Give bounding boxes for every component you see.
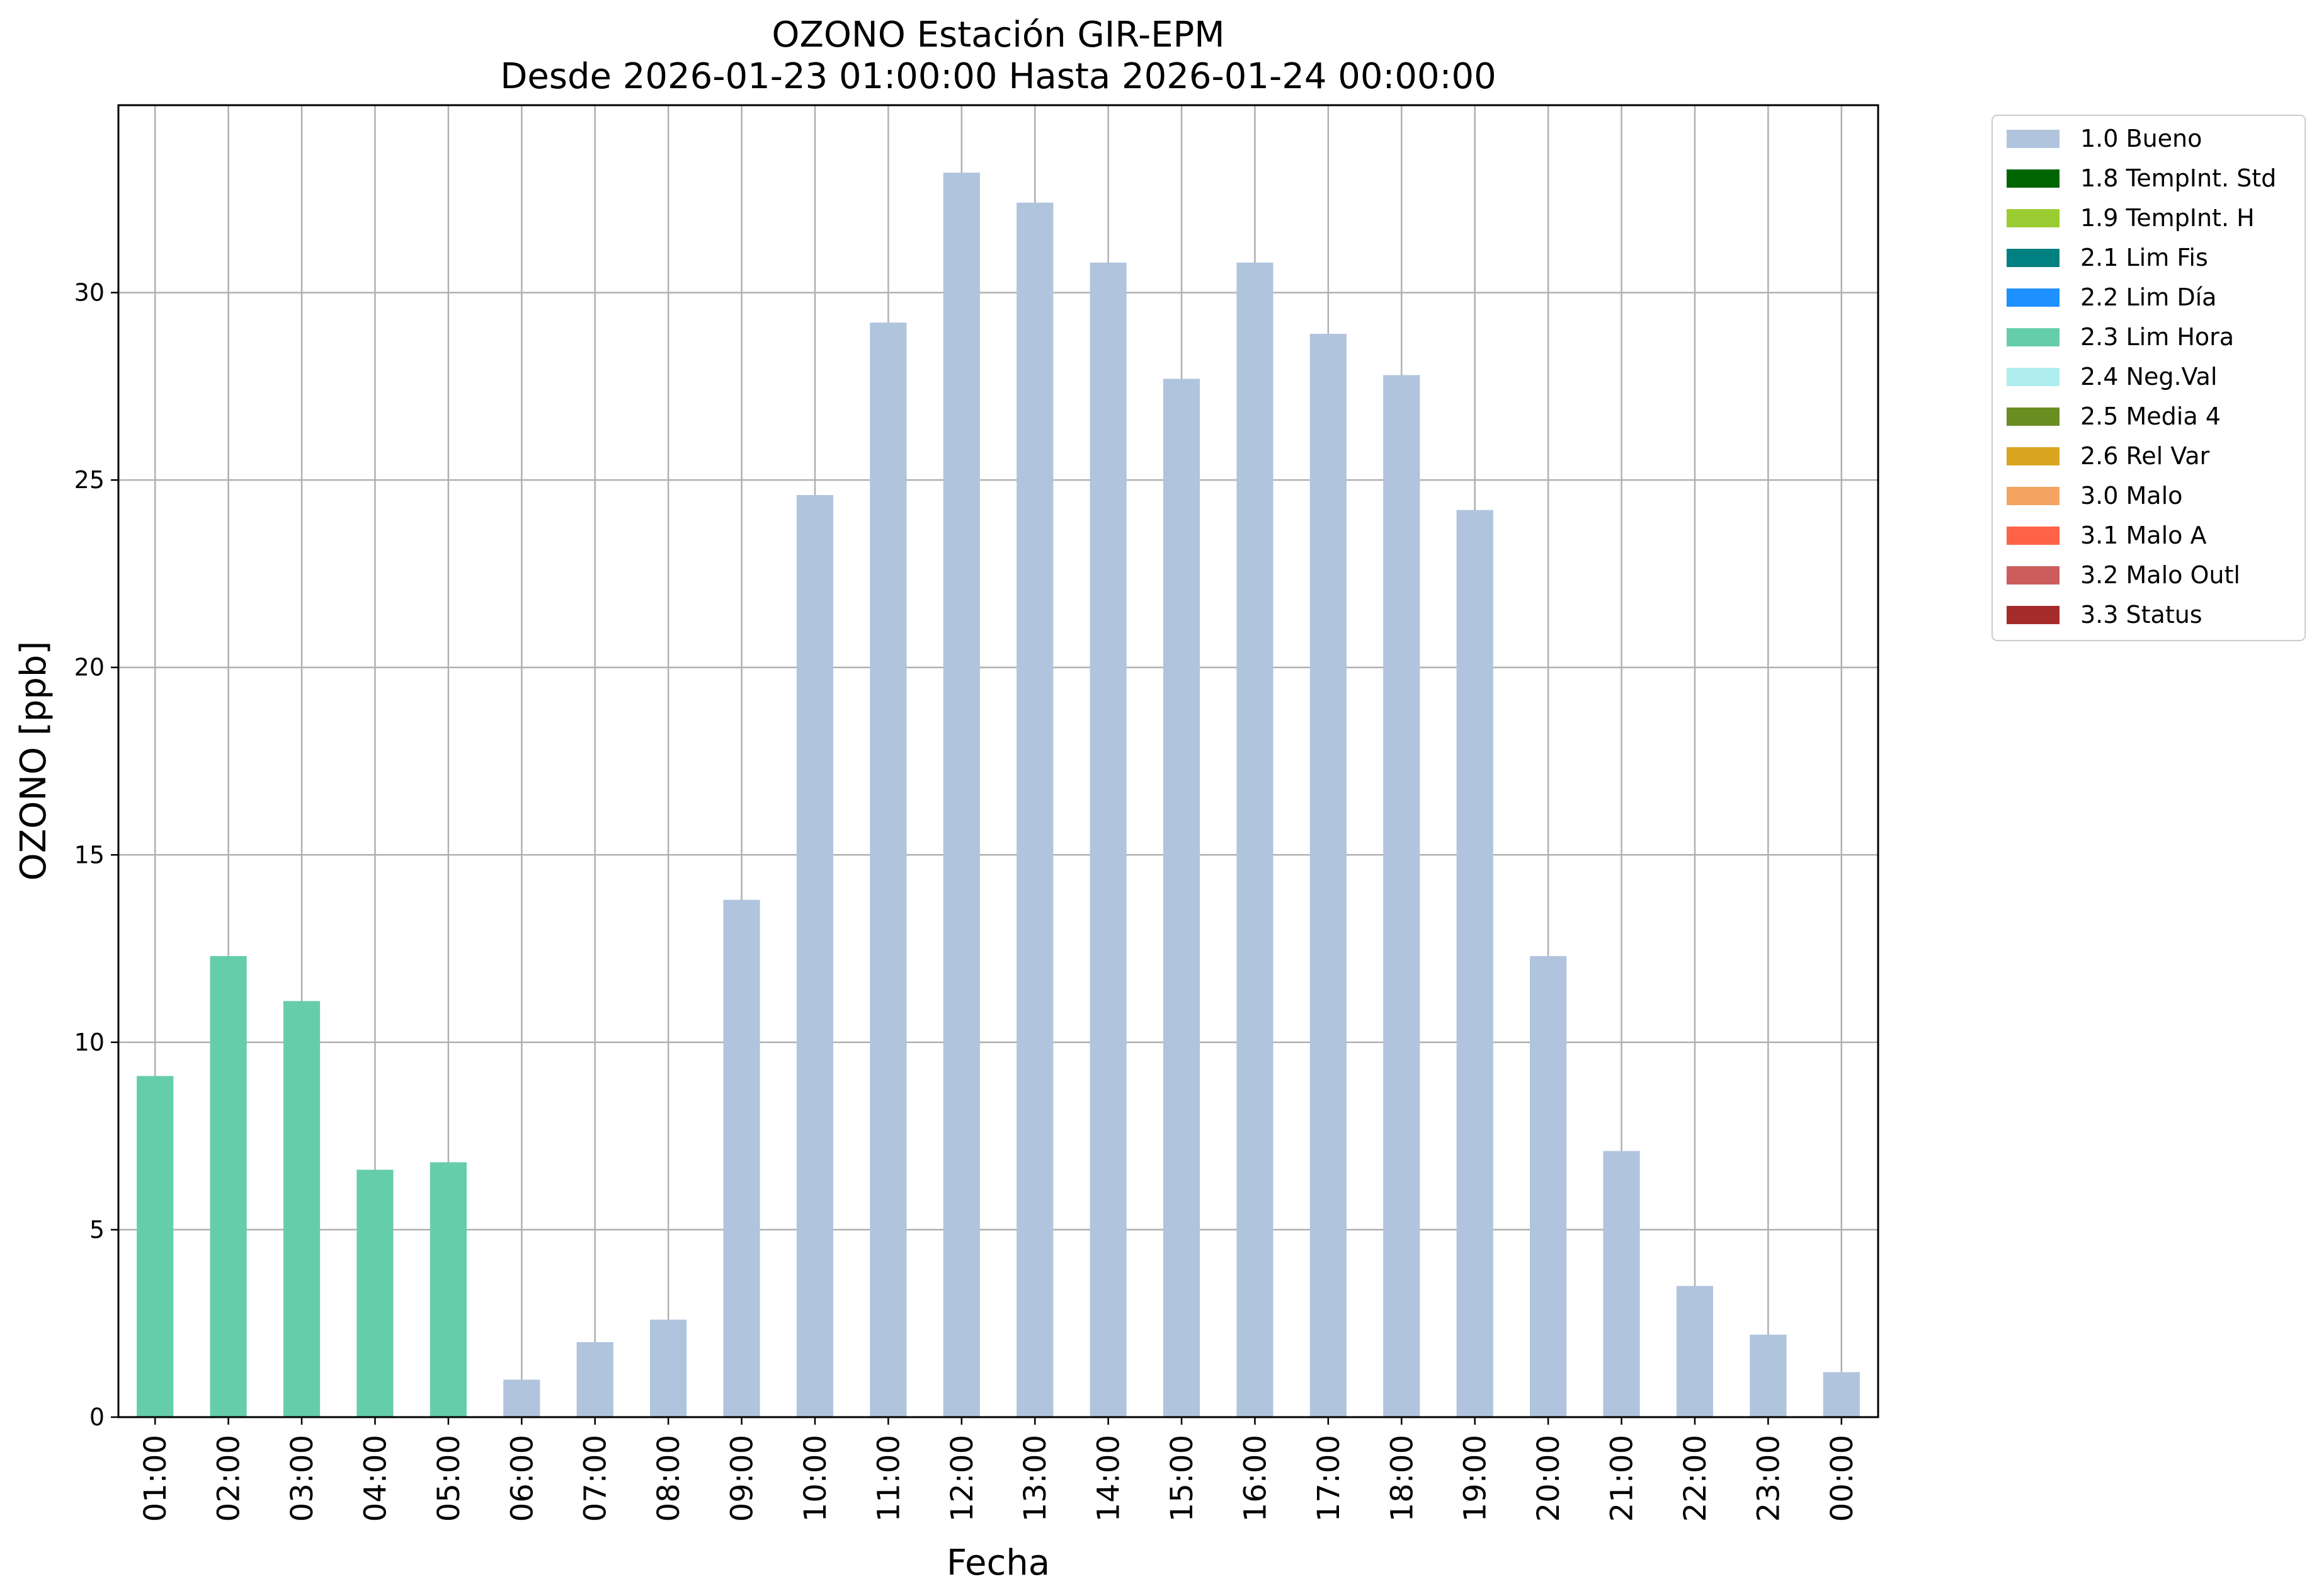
- x-tick-label: 03:00: [285, 1435, 320, 1522]
- x-tick-label: 04:00: [358, 1435, 393, 1522]
- y-tick-label: 0: [89, 1403, 105, 1431]
- bar-1700: [1309, 334, 1347, 1418]
- legend-swatch: [2007, 169, 2060, 188]
- y-axis-ticks: 0 5 10 15 20 25 30: [74, 279, 118, 1431]
- legend-label: 3.0 Malo: [2080, 482, 2182, 510]
- x-axis-label: Fecha: [947, 1542, 1050, 1583]
- bar-1800: [1383, 375, 1420, 1417]
- bar-0800: [650, 1320, 687, 1417]
- x-tick-label: 01:00: [138, 1435, 173, 1522]
- legend-swatch: [2007, 408, 2060, 426]
- legend-swatch: [2007, 527, 2060, 545]
- bar-2000: [1530, 955, 1567, 1417]
- bar-0400: [356, 1170, 394, 1417]
- y-tick-label: 15: [74, 841, 105, 869]
- bar-1000: [796, 494, 834, 1418]
- x-tick-label: 17:00: [1311, 1435, 1347, 1522]
- x-tick-label: 21:00: [1605, 1435, 1640, 1522]
- x-tick-label: 02:00: [212, 1435, 247, 1522]
- legend-box: [1991, 115, 2306, 641]
- legend-label: 2.3 Lim Hora: [2080, 323, 2234, 351]
- x-axis-ticks: 01:00 02:00 03:00 04:00 05:00 06:00 07:00 08:00…: [138, 1417, 1860, 1522]
- bar-1300: [1017, 202, 1054, 1417]
- legend-swatch: [2007, 130, 2060, 148]
- bar-2100: [1603, 1151, 1640, 1417]
- legend-label: 2.1 Lim Fis: [2080, 244, 2208, 271]
- legend-label: 2.6 Rel Var: [2080, 442, 2210, 470]
- legend-swatch: [2007, 209, 2060, 227]
- legend-swatch: [2007, 566, 2060, 584]
- x-tick-label: 07:00: [578, 1435, 613, 1522]
- legend-label: 2.2 Lim Día: [2080, 283, 2216, 311]
- legend-swatch: [2007, 368, 2060, 386]
- x-tick-label: 09:00: [725, 1435, 760, 1522]
- bar-0100: [137, 1076, 174, 1417]
- x-tick-label: 13:00: [1018, 1435, 1053, 1522]
- legend-swatch: [2007, 249, 2060, 267]
- bar-0600: [503, 1379, 540, 1417]
- chart-title: OZONO Estación GIR-EPM: [772, 14, 1224, 55]
- x-tick-label: 22:00: [1678, 1435, 1713, 1522]
- legend-swatch: [2007, 288, 2060, 307]
- legend-label: 1.8 TempInt. Std: [2080, 164, 2276, 192]
- y-tick-label: 25: [74, 466, 105, 494]
- x-tick-label: 14:00: [1091, 1435, 1127, 1522]
- bar-0300: [283, 1001, 321, 1417]
- chart-subtitle: Desde 2026-01-23 01:00:00 Hasta 2026-01-…: [500, 56, 1496, 97]
- bar-0500: [430, 1162, 467, 1417]
- bar-1100: [870, 322, 907, 1417]
- x-tick-label: 12:00: [945, 1435, 980, 1522]
- y-tick-label: 20: [74, 654, 105, 681]
- bar-1600: [1236, 262, 1273, 1418]
- bar-1200: [943, 173, 980, 1417]
- bar-1500: [1163, 379, 1200, 1417]
- x-tick-label: 19:00: [1458, 1435, 1493, 1522]
- bar-0700: [576, 1342, 613, 1417]
- bar-2300: [1750, 1335, 1787, 1417]
- bar-1400: [1090, 262, 1127, 1418]
- y-tick-label: 30: [74, 279, 105, 307]
- x-tick-label: 15:00: [1165, 1435, 1200, 1522]
- x-tick-label: 20:00: [1531, 1435, 1566, 1522]
- plot-frame: [117, 104, 1879, 1418]
- legend-label: 1.0 Bueno: [2080, 125, 2202, 152]
- x-tick-label: 18:00: [1384, 1435, 1420, 1522]
- x-tick-label: 16:00: [1238, 1435, 1273, 1522]
- x-tick-label: 06:00: [504, 1435, 540, 1522]
- legend-swatch: [2007, 447, 2060, 465]
- y-tick-label: 5: [89, 1216, 105, 1243]
- legend-label: 3.1 Malo A: [2080, 522, 2206, 549]
- y-axis-label: OZONO [ppb]: [13, 641, 54, 881]
- legend-swatch: [2007, 606, 2060, 624]
- x-tick-label: 23:00: [1751, 1435, 1786, 1522]
- x-tick-label: 08:00: [651, 1435, 687, 1522]
- legend-swatch: [2007, 328, 2060, 346]
- bar-2200: [1676, 1285, 1714, 1417]
- legend-label: 3.3 Status: [2080, 601, 2202, 629]
- y-tick-label: 10: [74, 1029, 105, 1056]
- bar-0000: [1823, 1372, 1860, 1417]
- bars: [137, 173, 1860, 1418]
- legend-label: 3.2 Malo Outl: [2080, 561, 2240, 589]
- x-tick-label: 11:00: [871, 1435, 906, 1522]
- x-tick-label: 05:00: [431, 1435, 467, 1522]
- legend-label: 2.5 Media 4: [2080, 402, 2221, 430]
- bar-0900: [723, 899, 760, 1417]
- x-tick-label: 00:00: [1825, 1435, 1860, 1522]
- bar-0200: [210, 955, 247, 1417]
- legend-label: 1.9 TempInt. H: [2080, 204, 2255, 232]
- bar-1900: [1456, 510, 1493, 1417]
- x-tick-label: 10:00: [798, 1435, 833, 1522]
- legend: 1.0 Bueno 1.8 TempInt. Std 1.9 TempInt. H 2…: [1991, 115, 2306, 641]
- legend-label: 2.4 Neg.Val: [2080, 363, 2217, 390]
- legend-swatch: [2007, 487, 2060, 505]
